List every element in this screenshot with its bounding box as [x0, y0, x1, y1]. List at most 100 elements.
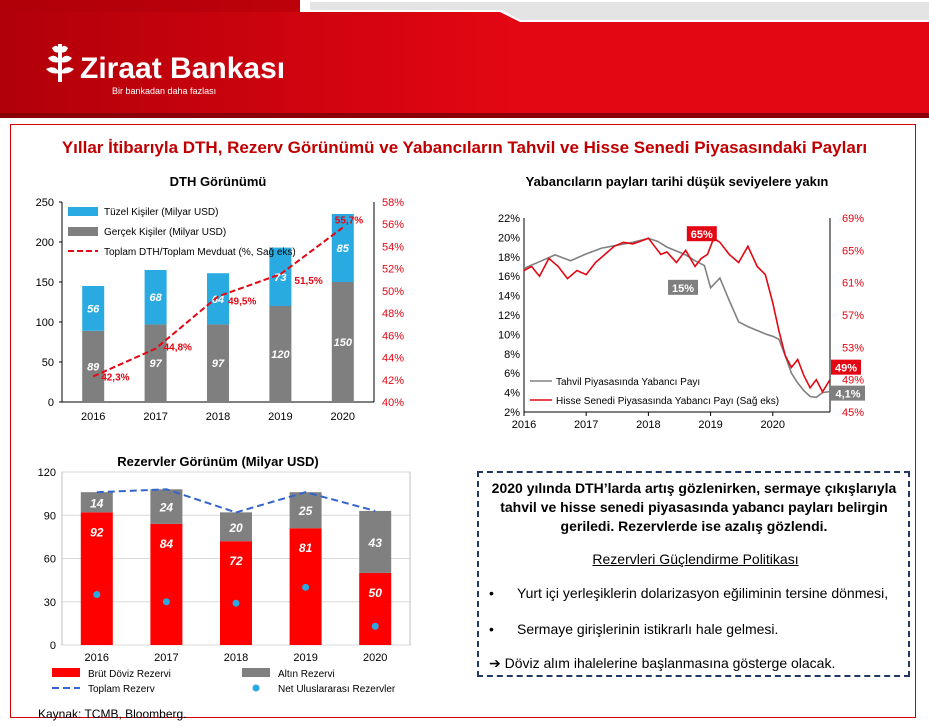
foreign-y-tick-label: 4% — [504, 388, 520, 400]
reserves-y-tick-label: 90 — [44, 510, 56, 522]
dth-ratio-label: 49,5% — [228, 296, 256, 307]
dth-y-tick-label: 100 — [36, 317, 54, 329]
dth-x-tick-label: 2017 — [143, 411, 167, 423]
brand-name: Ziraat Bankası — [80, 52, 285, 85]
reserves-bar-value-label: 20 — [228, 521, 243, 535]
reserves-legend-label: Brüt Döviz Rezervi — [88, 669, 171, 680]
slide-title: Yıllar İtibarıyla DTH, Rezerv Görünümü v… — [61, 138, 868, 157]
dth-bar-individual — [207, 324, 229, 402]
reserves-chart-title: Rezervler Görünüm (Milyar USD) — [117, 454, 319, 469]
dth-y2-tick-label: 42% — [382, 375, 404, 387]
reserves-bar-value-label: 25 — [298, 504, 313, 518]
equity-peak-label-box — [686, 226, 717, 242]
reserves-bar-fx — [220, 541, 252, 645]
reserves-bar-value-label: 92 — [90, 525, 104, 539]
dth-bar-corporate — [269, 247, 292, 306]
dth-legend-swatch — [68, 207, 98, 216]
reserves-net-point — [93, 591, 101, 599]
dth-y2-tick-label: 50% — [382, 286, 404, 298]
dth-y2-tick-label: 40% — [382, 397, 404, 409]
reserves-bar-value-label: 81 — [299, 541, 313, 555]
dth-y2-tick-label: 44% — [382, 353, 404, 365]
dth-bar-value-label: 89 — [87, 361, 100, 373]
reserves-legend-swatch — [242, 668, 270, 677]
reserves-x-tick-label: 2020 — [363, 652, 387, 664]
commentary-box: 2020 yılında DTH’larda artış gözlenirken… — [477, 471, 910, 677]
reserves-legend-label: Net Uluslararası Rezervler — [278, 684, 396, 695]
policy-bullet-text: Sermaye girişlerinin istikrarlı hale gel… — [517, 621, 779, 637]
dth-bar-corporate — [82, 286, 105, 331]
dth-bar-corporate — [207, 273, 229, 325]
dth-bar-value-label: 85 — [337, 243, 350, 255]
dth-y-tick-label: 50 — [42, 357, 54, 369]
foreign-chart-title: Yabancıların payları tarihi düşük seviye… — [526, 174, 829, 189]
foreign-y2-tick-label: 57% — [842, 310, 864, 322]
foreign-y2-tick-label: 45% — [842, 407, 864, 419]
dth-bar-value-label: 56 — [87, 303, 100, 315]
reserves-bar-fx — [359, 572, 392, 645]
reserves-bar-gold — [359, 510, 392, 573]
dth-y2-tick-label: 58% — [382, 197, 404, 209]
reserves-chart: Rezervler Görünüm (Milyar USD) 0 30 60 90 120… — [22, 452, 422, 707]
foreign-y-tick-label: 6% — [504, 368, 520, 380]
dth-bar-value-label: 120 — [271, 349, 290, 361]
dth-y2-tick-label: 52% — [382, 264, 404, 276]
dth-x-tick-label: 2019 — [268, 411, 292, 423]
reserves-bar-fx — [150, 523, 183, 645]
bond-annotation-label: 15% — [672, 283, 694, 295]
dth-ratio-line — [92, 226, 344, 378]
reserves-legend-swatch — [252, 684, 260, 692]
source-note: Kaynak: TCMB, Bloomberg. — [38, 707, 187, 721]
equity-peak-label: 65% — [691, 229, 713, 241]
reserves-bar-value-label: 72 — [229, 554, 243, 568]
dth-legend-label: Toplam DTH/Toplam Mevduat (%, Sağ eks) — [104, 247, 296, 258]
dth-bar-individual — [82, 330, 105, 402]
dth-legend-swatch — [68, 227, 98, 236]
reserves-legend-label: Altın Rezervi — [278, 669, 335, 680]
foreign-x-tick-label: 2018 — [636, 419, 660, 431]
reserves-bar-fx — [80, 512, 113, 645]
dth-bar-value-label: 64 — [212, 294, 224, 306]
dth-y2-tick-label: 56% — [382, 219, 404, 231]
dth-legend-label: Gerçek Kişiler (Milyar USD) — [104, 227, 226, 238]
reserves-x-tick-label: 2017 — [154, 652, 178, 664]
reserves-bar-gold — [150, 489, 183, 524]
reserves-bar-value-label: 50 — [369, 586, 383, 600]
equity-share-line — [523, 236, 831, 394]
reserves-net-point — [162, 598, 170, 606]
dth-y-tick-label: 150 — [36, 277, 54, 289]
reserves-net-point — [302, 583, 310, 591]
foreign-y-tick-label: 12% — [498, 310, 520, 322]
foreign-share-chart: Yabancıların payları tarihi düşük seviye… — [488, 170, 888, 435]
reserves-bar-gold — [289, 492, 322, 529]
equity-end-label: 49% — [835, 363, 857, 375]
dth-bar-value-label: 97 — [212, 358, 225, 370]
dth-chart: DTH Görünümü 0 50 100 150 200 250 40% 42% 44% 46% 4… — [22, 170, 422, 430]
foreign-x-tick-label: 2020 — [761, 419, 785, 431]
reserves-x-tick-label: 2018 — [224, 652, 248, 664]
foreign-y2-tick-label: 65% — [842, 245, 864, 257]
foreign-y-tick-label: 8% — [504, 349, 520, 361]
reserves-net-point — [232, 599, 240, 607]
reserves-y-tick-label: 0 — [50, 640, 56, 652]
foreign-y2-tick-label: 69% — [842, 213, 864, 225]
reserves-x-tick-label: 2019 — [293, 652, 317, 664]
dth-bar-value-label: 97 — [149, 358, 162, 370]
dth-ratio-label: 51,5% — [294, 276, 322, 287]
dth-x-tick-label: 2016 — [81, 411, 105, 423]
brand-tagline: Bir bankadan daha fazlası — [112, 86, 216, 96]
bullet-icon: • — [489, 585, 494, 601]
foreign-legend-label: Tahvil Piyasasında Yabancı Payı — [556, 377, 700, 388]
reserves-y-tick-label: 120 — [38, 467, 56, 479]
dth-ratio-label: 42,3% — [101, 372, 129, 383]
dth-ratio-label: 55,7% — [335, 216, 363, 227]
reserves-bar-gold — [80, 492, 113, 513]
foreign-y-tick-label: 18% — [498, 252, 520, 264]
reserves-bar-value-label: 14 — [90, 496, 104, 510]
foreign-y-tick-label: 16% — [498, 271, 520, 283]
dth-chart-title: DTH Görünümü — [170, 174, 267, 189]
foreign-x-tick-label: 2019 — [698, 419, 722, 431]
reserves-total-line — [96, 488, 376, 514]
header-banner: Ziraat Bankası Bir bankadan daha fazlası — [0, 0, 929, 118]
reserves-x-tick-label: 2016 — [85, 652, 109, 664]
